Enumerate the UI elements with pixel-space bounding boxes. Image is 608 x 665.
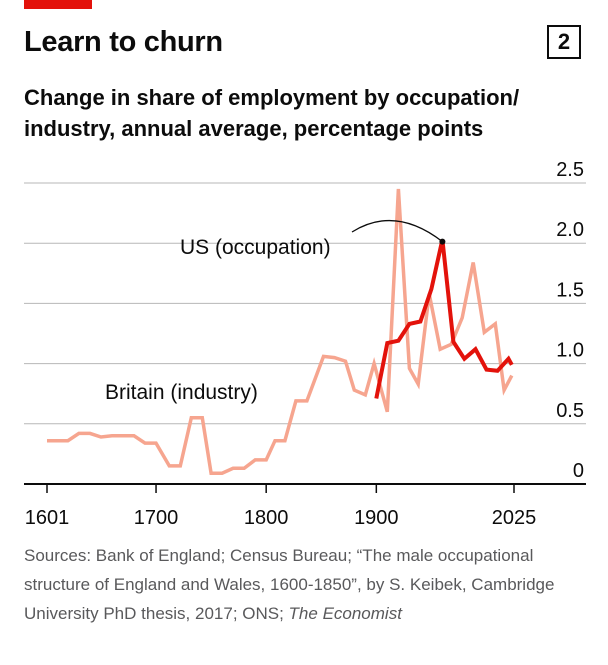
us-series-label: US (occupation) <box>180 236 331 259</box>
y-axis-ticks: 0 0.5 1.0 1.5 2.0 2.5 <box>556 159 584 482</box>
y-tick-label: 2.0 <box>556 219 584 241</box>
annotation-leader-line <box>351 219 443 243</box>
y-tick-label: 1.0 <box>556 340 584 362</box>
chart-number-badge: 2 <box>547 25 581 59</box>
chart-subtitle: Change in share of employment by occupat… <box>24 85 520 141</box>
annotations: US (occupation) Britain (industry) <box>105 219 446 404</box>
source-note: Sources: Bank of England; Census Bureau;… <box>24 541 594 628</box>
britain-series-label: Britain (industry) <box>105 381 258 404</box>
x-axis-ticks: 1601 1700 1800 1900 2025 <box>25 484 537 529</box>
annotation-dot <box>439 238 446 245</box>
y-tick-label: 1.5 <box>556 279 584 301</box>
x-tick-label: 2025 <box>492 507 537 529</box>
y-tick-label: 2.5 <box>556 159 584 181</box>
gridlines <box>24 182 586 485</box>
series-lines <box>47 188 514 475</box>
y-tick-label: 0 <box>573 460 584 482</box>
x-tick-label: 1900 <box>354 507 399 529</box>
x-tick-label: 1601 <box>25 507 70 529</box>
us-occupation-line <box>374 239 514 399</box>
brand-bar <box>24 0 92 9</box>
y-tick-label: 0.5 <box>556 400 584 422</box>
x-tick-label: 1700 <box>134 507 179 529</box>
chart-title: Learn to churn <box>24 26 223 58</box>
source-text: Sources: Bank of England; Census Bureau;… <box>24 546 555 623</box>
source-publisher: The Economist <box>288 604 402 623</box>
x-tick-label: 1800 <box>244 507 289 529</box>
britain-industry-line <box>47 188 514 475</box>
